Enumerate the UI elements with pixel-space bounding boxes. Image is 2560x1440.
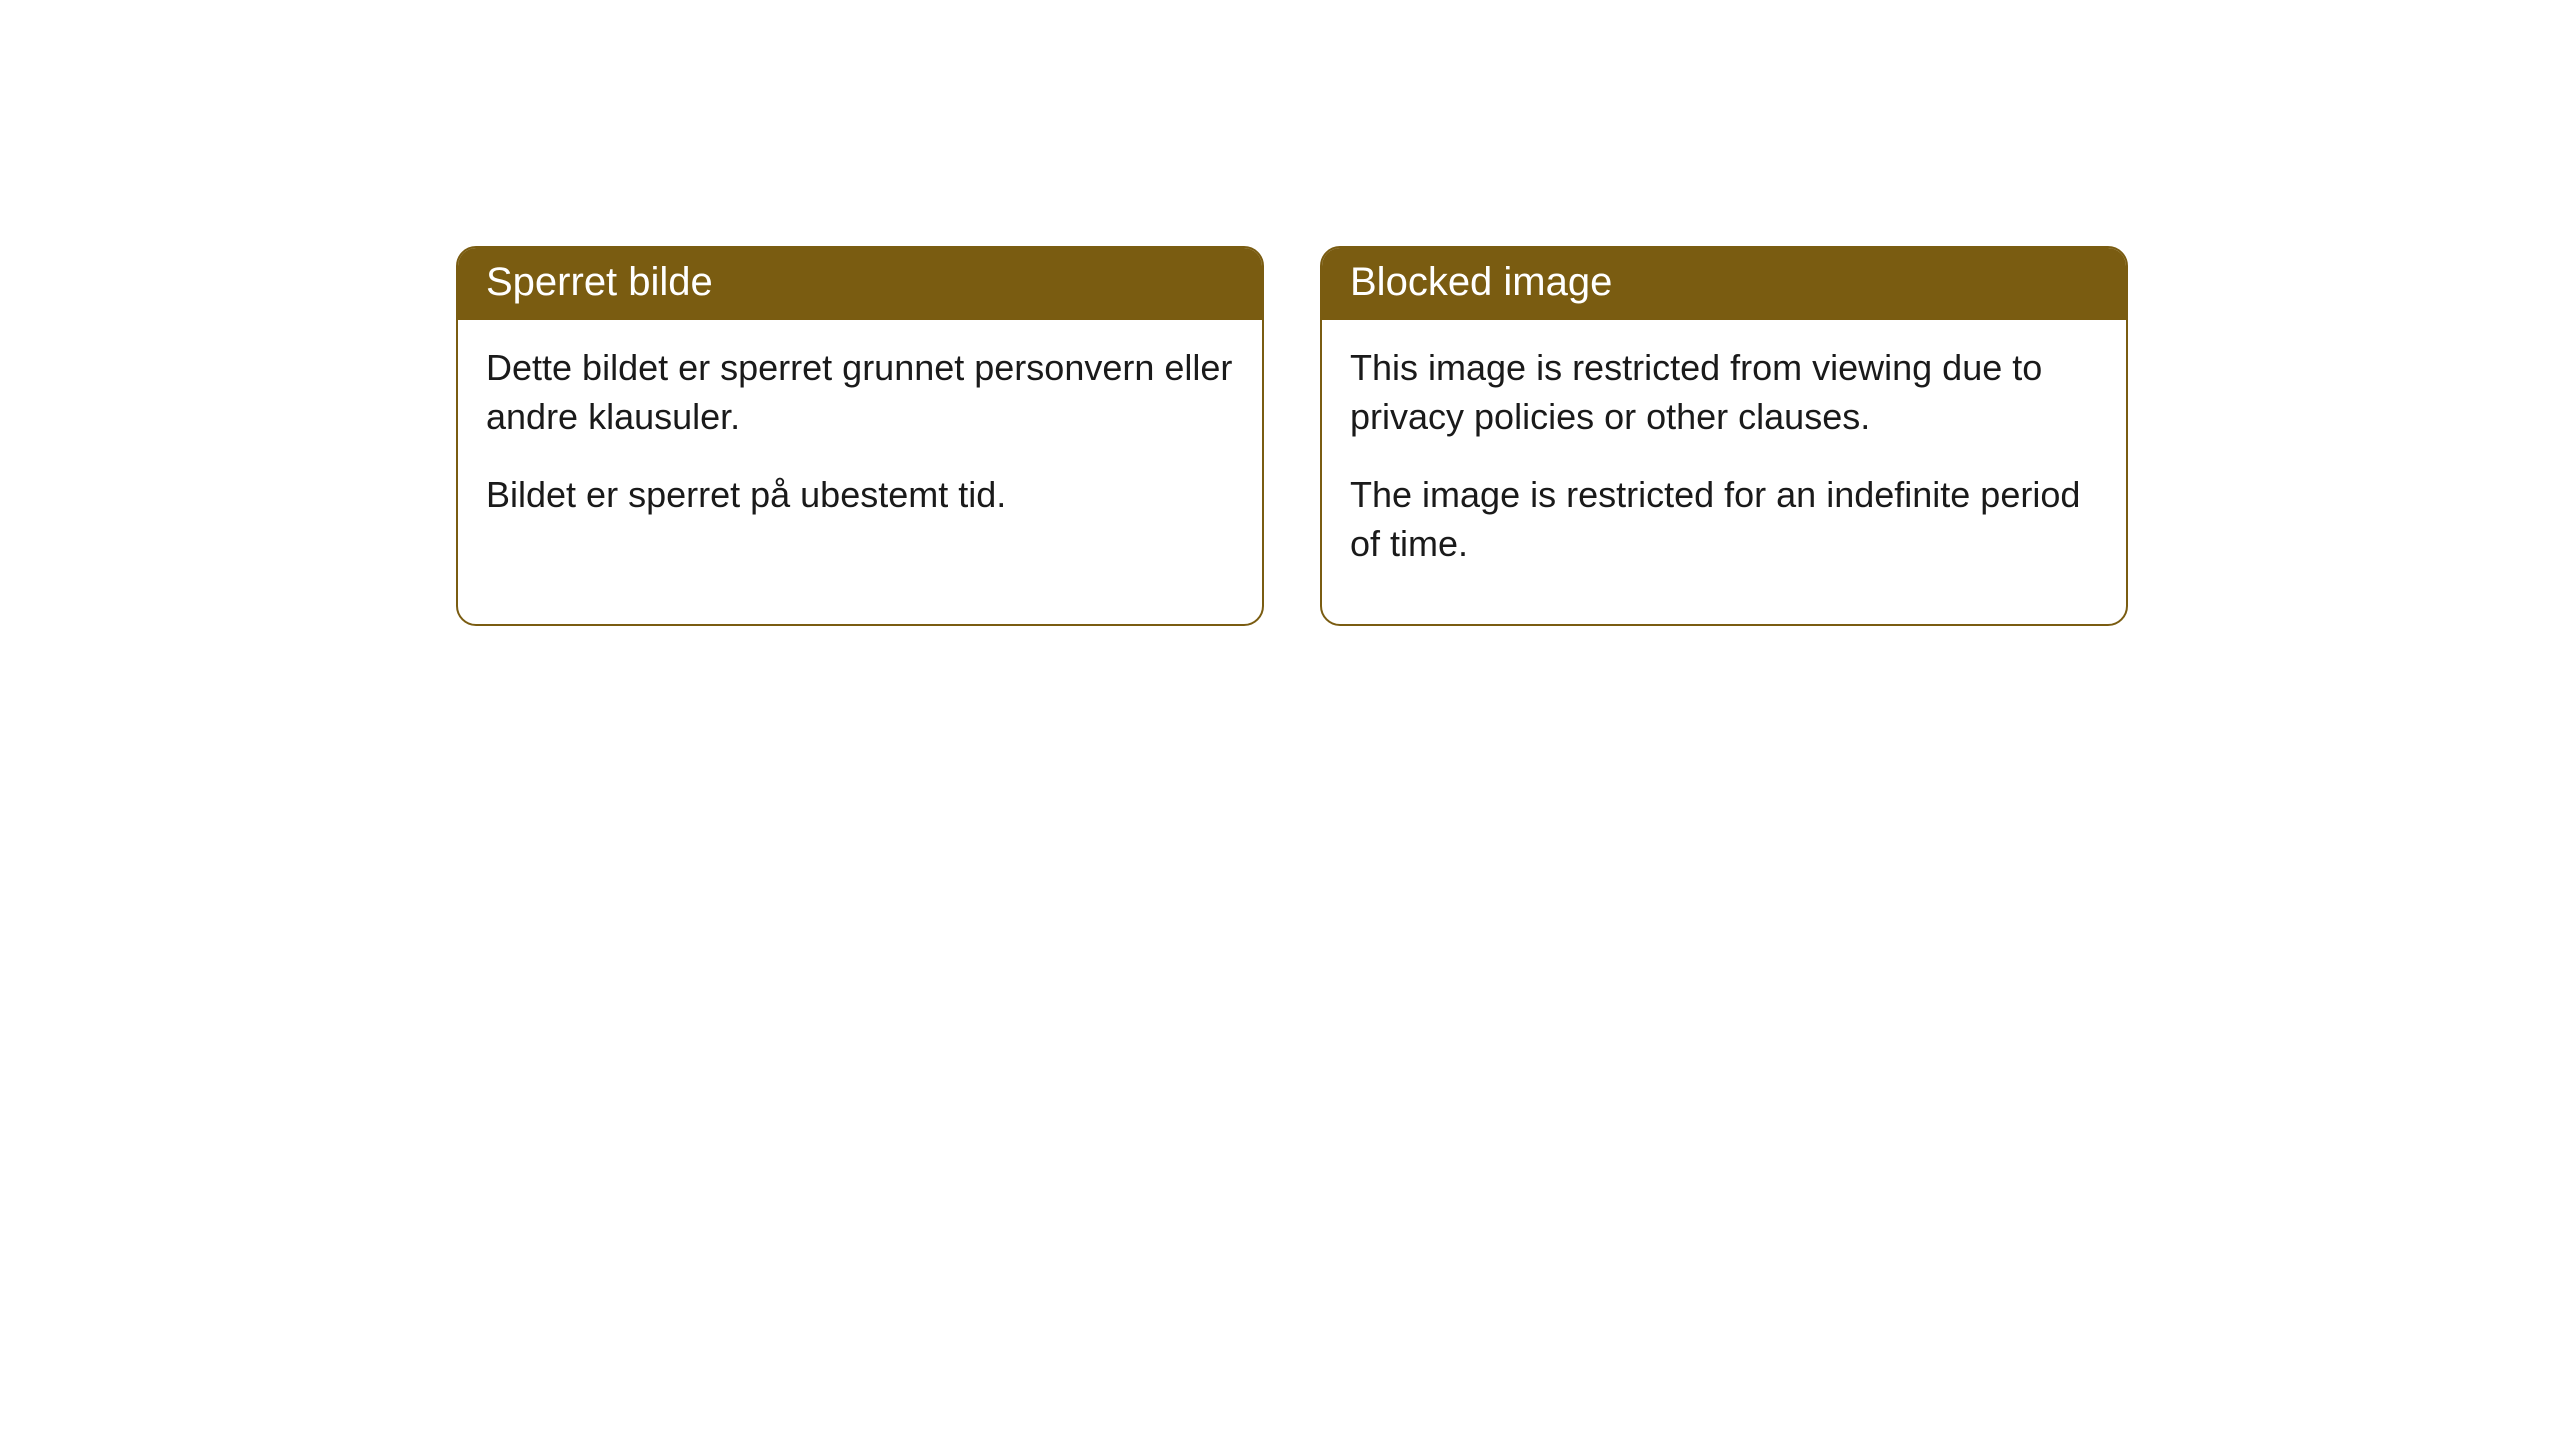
card-body: This image is restricted from viewing du… <box>1322 320 2126 624</box>
card-paragraph: The image is restricted for an indefinit… <box>1350 471 2098 568</box>
card-paragraph: Dette bildet er sperret grunnet personve… <box>486 344 1234 441</box>
card-body: Dette bildet er sperret grunnet personve… <box>458 320 1262 576</box>
notice-card-english: Blocked image This image is restricted f… <box>1320 246 2128 626</box>
card-paragraph: Bildet er sperret på ubestemt tid. <box>486 471 1234 520</box>
notice-cards-container: Sperret bilde Dette bildet er sperret gr… <box>456 246 2560 626</box>
card-paragraph: This image is restricted from viewing du… <box>1350 344 2098 441</box>
card-title: Sperret bilde <box>458 248 1262 320</box>
card-title: Blocked image <box>1322 248 2126 320</box>
notice-card-norwegian: Sperret bilde Dette bildet er sperret gr… <box>456 246 1264 626</box>
